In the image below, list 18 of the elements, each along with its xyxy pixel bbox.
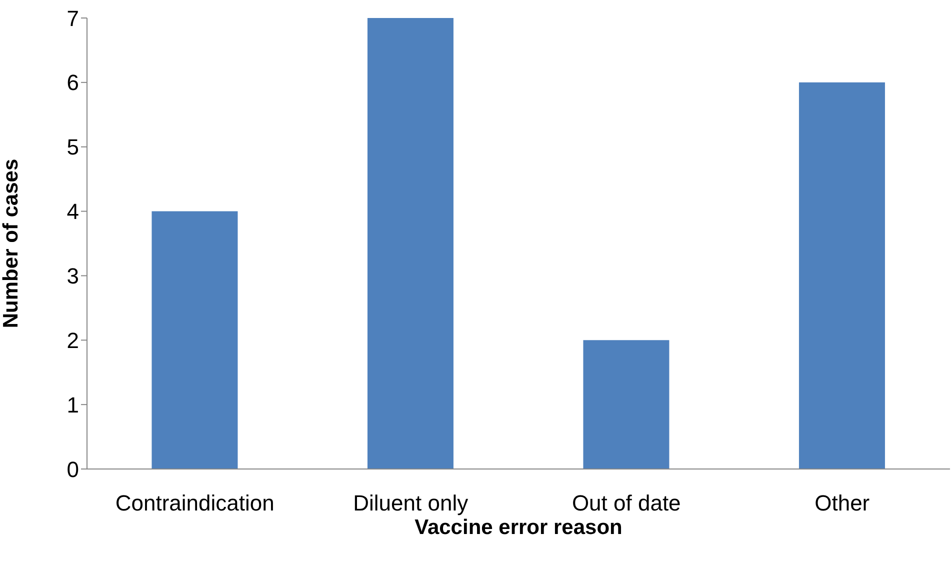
y-tick-label: 6 xyxy=(66,70,79,96)
y-tick-label: 4 xyxy=(66,199,79,224)
y-tick-label: 1 xyxy=(66,392,79,418)
y-tick-label: 7 xyxy=(66,6,79,31)
y-tick-label: 3 xyxy=(66,264,79,289)
y-tick-label: 0 xyxy=(66,456,79,482)
bar xyxy=(798,82,885,469)
x-tick-label: Out of date xyxy=(572,490,681,516)
bar xyxy=(367,18,454,469)
x-tick-label: Diluent only xyxy=(353,490,468,516)
y-tick-label: 2 xyxy=(66,328,79,353)
bar xyxy=(583,340,670,469)
x-axis-title: Vaccine error reason xyxy=(414,516,622,539)
x-tick-label: Other xyxy=(814,490,870,516)
y-tick-label: 5 xyxy=(66,134,79,160)
y-axis-title: Number of cases xyxy=(0,158,22,328)
x-tick-label: Contraindication xyxy=(115,490,274,516)
bar xyxy=(152,211,238,469)
